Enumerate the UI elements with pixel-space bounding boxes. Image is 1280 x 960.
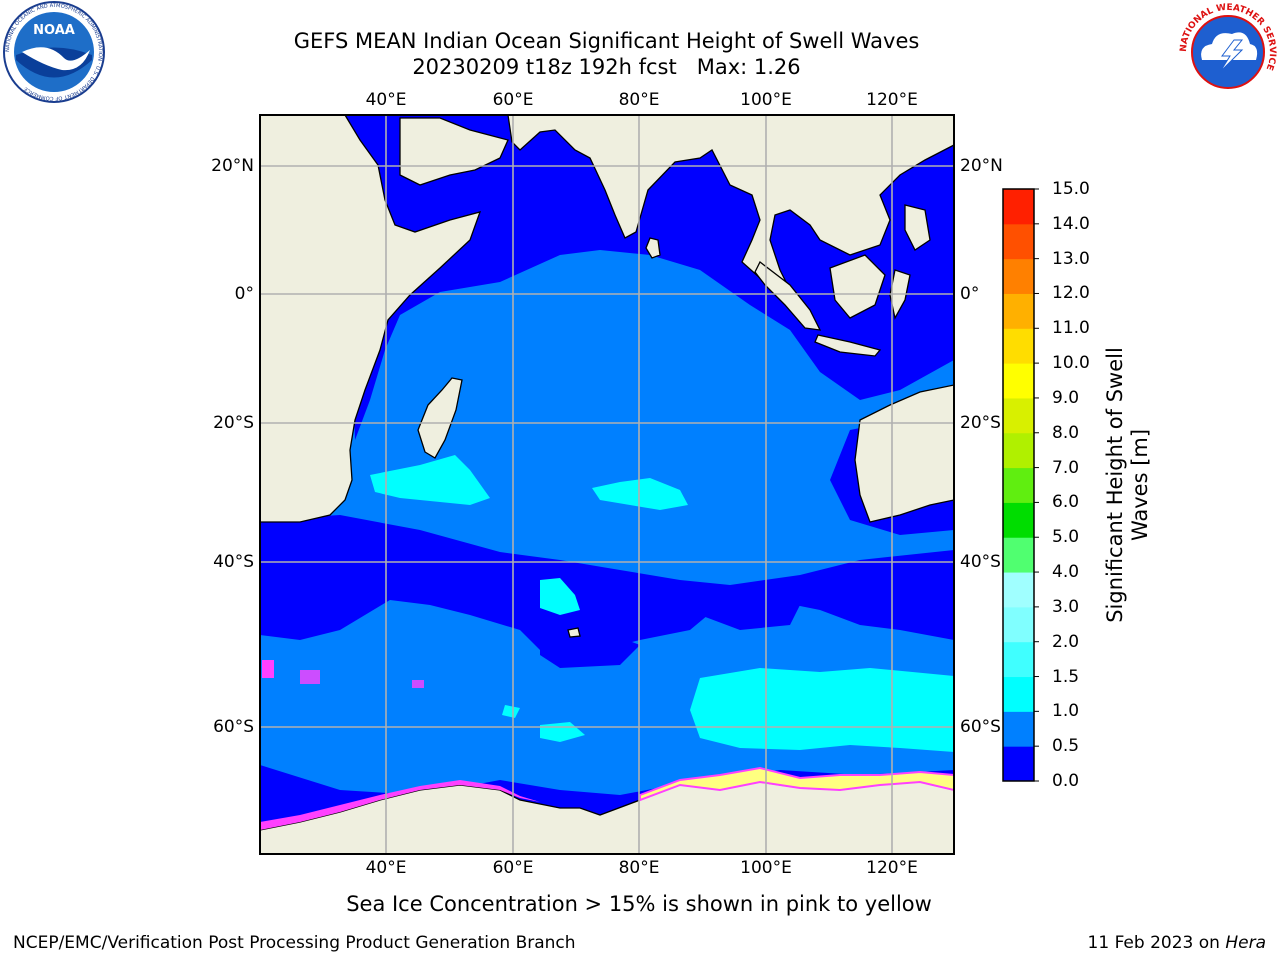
colorbar-frame — [1002, 188, 1035, 782]
colorbar-segments — [1003, 189, 1034, 782]
colorbar-segment — [1003, 711, 1034, 747]
lat-label-right-60s: 60°S — [960, 717, 1001, 737]
lat-label-left-40s: 40°S — [213, 552, 254, 572]
swell-band-1-1.5 — [370, 455, 954, 752]
footer-date: 11 Feb 2023 on Hera — [1088, 933, 1266, 953]
lon-label-top-60e: 60°E — [492, 90, 534, 110]
colorbar-tick-label: 15.0 — [1052, 179, 1090, 199]
sea-ice-band — [260, 660, 954, 830]
footer-branch: NCEP/EMC/Verification Post Processing Pr… — [13, 933, 576, 953]
swell-height-map — [259, 114, 955, 855]
lat-label-left-20s: 20°S — [213, 413, 254, 433]
colorbar-tick-label: 3.0 — [1052, 596, 1080, 617]
colorbar-segment — [1003, 502, 1034, 538]
lon-label-top-120e: 120°E — [866, 90, 918, 110]
map-subtitle: 20230209 t18z 192h fcst Max: 1.26 — [412, 55, 801, 79]
colorbar-tick-label: 12.0 — [1052, 283, 1090, 304]
lat-label-left-0: 0° — [234, 284, 254, 304]
footer-date-text: 11 Feb 2023 on — [1087, 933, 1226, 953]
colorbar-tick-label: 10.0 — [1052, 353, 1090, 374]
colorbar-segment — [1003, 641, 1034, 678]
lon-label-bottom-120e: 120°E — [866, 858, 918, 878]
lon-label-top-40e: 40°E — [365, 90, 407, 110]
lat-label-right-0: 0° — [960, 284, 980, 304]
lat-label-right-40s: 40°S — [960, 552, 1001, 572]
colorbar-tick-label: 9.0 — [1052, 387, 1080, 408]
colorbar-segment — [1003, 258, 1034, 294]
lat-label-left-20n: 20°N — [211, 156, 254, 176]
colorbar-segment — [1003, 572, 1034, 608]
lon-label-top-80e: 80°E — [618, 90, 660, 110]
colorbar-segment — [1003, 606, 1034, 643]
colorbar-tick-label: 0.5 — [1052, 736, 1080, 757]
colorbar-segment — [1003, 328, 1034, 364]
noaa-logo-graphic: NOAA NATIONAL OCEANIC AND ATMOSPHERIC AD… — [3, 1, 105, 103]
colorbar-segment — [1003, 189, 1034, 225]
colorbar-tick-label: 1.0 — [1052, 701, 1080, 722]
svg-text:NOAA: NOAA — [33, 23, 75, 38]
footer-host: Hera — [1225, 933, 1266, 953]
colorbar-segment — [1003, 537, 1034, 573]
colorbar-tick-marks — [1034, 188, 1039, 782]
colorbar-segment — [1003, 467, 1034, 503]
graticule — [260, 115, 954, 854]
lon-label-bottom-60e: 60°E — [492, 858, 534, 878]
colorbar-tick-label: 8.0 — [1052, 422, 1080, 443]
colorbar-segment — [1003, 432, 1034, 469]
colorbar-tick-label: 2.0 — [1052, 631, 1080, 652]
lat-label-right-20n: 20°N — [960, 156, 1003, 176]
colorbar-tick-label: 0.0 — [1052, 771, 1080, 791]
lon-label-bottom-80e: 80°E — [618, 858, 660, 878]
map-frame — [259, 114, 955, 855]
colorbar-tick-label: 1.5 — [1052, 666, 1080, 687]
colorbar-title-line1: Significant Height of Swell — [1103, 347, 1127, 623]
colorbar-segment — [1003, 676, 1034, 712]
colorbar-tick-label: 13.0 — [1052, 248, 1090, 269]
colorbar-segment — [1003, 746, 1034, 782]
colorbar-segment — [1003, 293, 1034, 329]
colorbar-tick-label: 4.0 — [1052, 562, 1080, 583]
colorbar-tick-label: 5.0 — [1052, 527, 1080, 548]
map-title: GEFS MEAN Indian Ocean Significant Heigh… — [293, 29, 920, 53]
colorbar-tick-label: 6.0 — [1052, 492, 1080, 513]
colorbar-segment — [1003, 223, 1034, 260]
colorbar-segment — [1003, 363, 1034, 399]
colorbar-tick-label: 11.0 — [1052, 318, 1090, 339]
lat-label-right-20s: 20°S — [960, 413, 1001, 433]
colorbar-tick-label: 7.0 — [1052, 457, 1080, 478]
lon-label-bottom-100e: 100°E — [740, 858, 792, 878]
colorbar-tick-label: 14.0 — [1052, 213, 1090, 234]
colorbar — [1002, 188, 1039, 782]
lon-label-top-100e: 100°E — [740, 90, 792, 110]
nws-logo: NATIONAL WEATHER SERVICE — [1176, 0, 1280, 104]
lat-label-left-60s: 60°S — [213, 717, 254, 737]
land-masses — [260, 115, 954, 854]
colorbar-segment — [1003, 397, 1034, 434]
colorbar-title-line2: Waves [m] — [1128, 428, 1152, 542]
sea-ice-caption: Sea Ice Concentration > 15% is shown in … — [346, 892, 932, 916]
nws-logo-graphic: NATIONAL WEATHER SERVICE — [1178, 2, 1278, 102]
noaa-logo: NOAA NATIONAL OCEANIC AND ATMOSPHERIC AD… — [2, 0, 106, 104]
lon-label-bottom-40e: 40°E — [365, 858, 407, 878]
